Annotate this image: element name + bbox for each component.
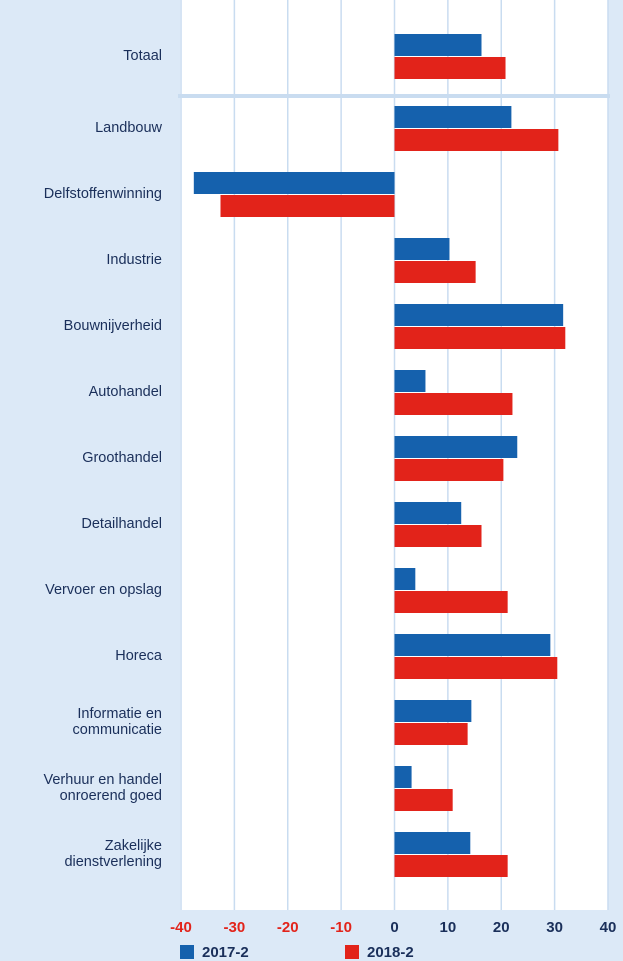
bar (394, 129, 559, 151)
legend-swatch (180, 945, 194, 959)
category-label: Landbouw (95, 120, 162, 136)
x-tick-label: 0 (390, 919, 398, 936)
bar (220, 195, 395, 217)
bar (394, 459, 504, 481)
bar (394, 34, 482, 56)
category-label: Zakelijke dienstverlening (64, 838, 162, 870)
category-label: Horeca (115, 648, 162, 664)
category-label: Bouwnijverheid (63, 318, 162, 334)
bar (394, 261, 476, 283)
legend-label: 2017-2 (202, 944, 249, 961)
bar (394, 525, 482, 547)
category-label: Detailhandel (81, 516, 162, 532)
bar (394, 657, 558, 679)
category-label: Vervoer en opslag (45, 582, 162, 598)
bar (394, 436, 518, 458)
bar (394, 766, 412, 788)
x-tick-label: 20 (493, 919, 510, 936)
x-tick-label: -40 (170, 919, 192, 936)
category-label: Groothandel (82, 450, 162, 466)
bar (394, 57, 506, 79)
x-tick-label: -30 (224, 919, 246, 936)
category-label: Industrie (106, 252, 162, 268)
x-tick-label: -20 (277, 919, 299, 936)
bar (394, 634, 551, 656)
legend-swatch (345, 945, 359, 959)
x-tick-label: 10 (440, 919, 457, 936)
bar (394, 106, 512, 128)
bar (394, 238, 450, 260)
bar (394, 502, 462, 524)
category-label: Autohandel (88, 384, 162, 400)
bar (394, 568, 416, 590)
category-label: Informatie en communicatie (72, 706, 162, 738)
bar (394, 304, 564, 326)
bar (394, 591, 508, 613)
bar (394, 327, 566, 349)
x-tick-label: 40 (600, 919, 617, 936)
legend-label: 2018-2 (367, 944, 414, 961)
bar (394, 700, 472, 722)
bar (394, 832, 471, 854)
bar (193, 172, 395, 194)
category-label: Delfstoffenwinning (43, 186, 162, 202)
bar (394, 370, 426, 392)
x-tick-label: -10 (330, 919, 352, 936)
x-tick-label: 30 (546, 919, 563, 936)
bar (394, 789, 453, 811)
category-label: Totaal (123, 48, 162, 64)
bar (394, 855, 508, 877)
bar (394, 723, 468, 745)
bar (394, 393, 513, 415)
category-label: Verhuur en handel onroerend goed (43, 772, 162, 804)
